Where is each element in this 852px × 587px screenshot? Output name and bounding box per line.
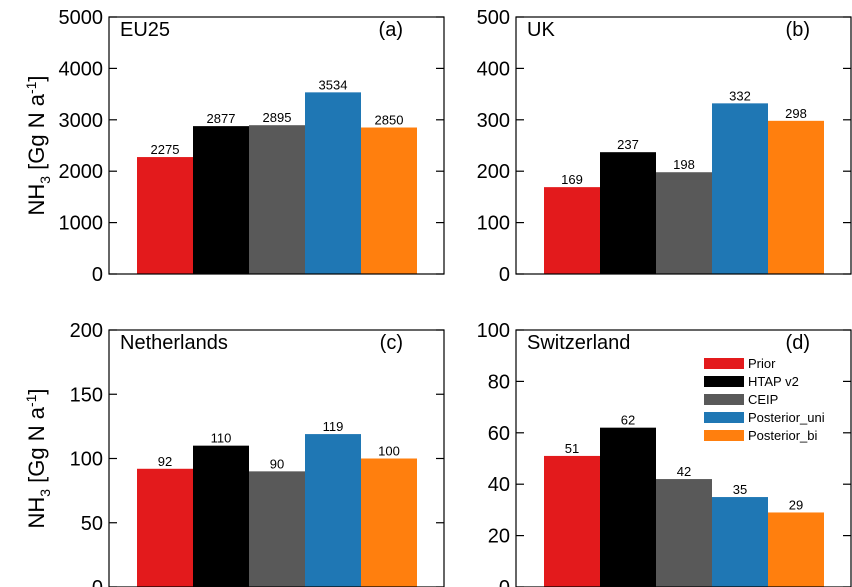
plot-frame bbox=[515, 16, 852, 275]
region-title: Switzerland bbox=[527, 332, 630, 354]
legend: Prior HTAP v2 CEIP Posterior_uni Posterior_b… bbox=[704, 356, 825, 443]
bar-posterior-bi bbox=[361, 127, 417, 274]
legend-swatch-posterior-uni bbox=[704, 412, 744, 423]
region-title: UK bbox=[527, 19, 555, 41]
data-label: 2877 bbox=[207, 111, 236, 126]
data-label: 2895 bbox=[263, 110, 292, 125]
data-label: 35 bbox=[733, 482, 747, 497]
data-label: 237 bbox=[617, 137, 639, 152]
data-label: 100 bbox=[378, 444, 400, 459]
bar-htap bbox=[600, 152, 656, 274]
y-tick-label: 2000 bbox=[59, 161, 104, 183]
y-tick-label: 400 bbox=[477, 58, 510, 80]
chart-panel-b: 169 237 198 332 298 0 100 200 300 400 500 UK (b) bbox=[477, 7, 852, 286]
legend-label: CEIP bbox=[748, 392, 778, 407]
bar-posterior-bi bbox=[768, 512, 824, 587]
y-tick-label: 20 bbox=[488, 526, 510, 548]
y-tick-label: 50 bbox=[81, 513, 103, 535]
y-tick-label: 100 bbox=[477, 213, 510, 235]
panel-letter: (b) bbox=[786, 19, 810, 41]
y-tick-label: 150 bbox=[70, 384, 103, 406]
bar-posterior-bi bbox=[768, 120, 824, 274]
data-label: 90 bbox=[270, 456, 284, 471]
bar-htap bbox=[193, 445, 249, 587]
bar-ceip bbox=[656, 172, 712, 274]
bar-prior bbox=[544, 187, 600, 274]
data-label: 2850 bbox=[375, 113, 404, 128]
y-tick-label: 60 bbox=[488, 423, 510, 445]
region-title: EU25 bbox=[120, 19, 170, 41]
data-label: 2275 bbox=[151, 142, 180, 157]
y-tick-label: 4000 bbox=[59, 58, 104, 80]
y-tick-label: 40 bbox=[488, 474, 510, 496]
data-label: 298 bbox=[785, 106, 807, 121]
bar-prior bbox=[544, 455, 600, 587]
bar-prior bbox=[137, 468, 193, 587]
chart-panel-a: 2275 2877 2895 3534 2850 0 1000 2000 3000 4000 500… bbox=[23, 7, 445, 286]
data-label: 42 bbox=[677, 464, 691, 479]
y-tick-label: 100 bbox=[70, 449, 103, 471]
data-label: 119 bbox=[323, 419, 344, 434]
legend-label: Posterior_uni bbox=[748, 410, 825, 425]
y-tick-label: 0 bbox=[499, 577, 510, 587]
y-tick-label: 100 bbox=[477, 320, 510, 342]
data-label: 169 bbox=[561, 172, 583, 187]
chart-panel-d: 5162423529020406080100Switzerland(d)Prio… bbox=[477, 320, 852, 587]
legend-swatch-ceip bbox=[704, 394, 744, 405]
data-label: 92 bbox=[158, 454, 172, 469]
bar-ceip bbox=[249, 471, 305, 587]
legend-label: Posterior_bi bbox=[748, 428, 817, 443]
plot-frame bbox=[108, 16, 445, 275]
y-tick-label: 0 bbox=[92, 577, 103, 587]
legend-swatch-htap bbox=[704, 376, 744, 387]
bar-posterior-uni bbox=[712, 497, 768, 587]
region-title: Netherlands bbox=[120, 332, 228, 354]
panel-letter: (d) bbox=[786, 332, 810, 354]
y-tick-label: 1000 bbox=[59, 213, 104, 235]
data-label: 198 bbox=[673, 157, 695, 172]
y-tick-label: 300 bbox=[477, 110, 510, 132]
plot-frame bbox=[515, 329, 852, 587]
data-label: 110 bbox=[211, 431, 232, 446]
y-tick-label: 0 bbox=[499, 264, 510, 286]
bar-ceip bbox=[249, 125, 305, 275]
data-label: 29 bbox=[789, 497, 803, 512]
y-tick-label: 500 bbox=[477, 7, 510, 29]
y-tick-label: 0 bbox=[92, 264, 103, 286]
data-label: 3534 bbox=[319, 77, 348, 92]
bar-posterior-bi bbox=[361, 458, 417, 587]
legend-swatch-prior bbox=[704, 358, 744, 369]
y-tick-label: 200 bbox=[477, 161, 510, 183]
data-label: 62 bbox=[621, 413, 635, 428]
bar-htap bbox=[600, 427, 656, 587]
data-label: 332 bbox=[729, 88, 751, 103]
bar-posterior-uni bbox=[305, 92, 361, 274]
y-tick-label: 3000 bbox=[59, 110, 104, 132]
y-axis-label: NH3 [Gg N a-1] bbox=[23, 75, 53, 215]
bar-posterior-uni bbox=[305, 434, 361, 587]
bar-ceip bbox=[656, 479, 712, 587]
panel-letter: (c) bbox=[380, 332, 403, 354]
legend-swatch-posterior-bi bbox=[704, 430, 744, 441]
panel-letter: (a) bbox=[379, 19, 403, 41]
bar-prior bbox=[137, 157, 193, 274]
legend-label: Prior bbox=[748, 356, 776, 371]
bar-posterior-uni bbox=[712, 103, 768, 275]
y-tick-label: 5000 bbox=[59, 7, 104, 29]
y-tick-label: 200 bbox=[70, 320, 103, 342]
data-label: 51 bbox=[565, 441, 579, 456]
bar-htap bbox=[193, 126, 249, 275]
chart-panel-c: 92 110 90 119 100 0 50 100 150 200 Netherlands (c) N… bbox=[23, 320, 445, 587]
y-tick-label: 80 bbox=[488, 371, 510, 393]
y-axis-label: NH3 [Gg N a-1] bbox=[23, 388, 53, 528]
legend-label: HTAP v2 bbox=[748, 374, 799, 389]
